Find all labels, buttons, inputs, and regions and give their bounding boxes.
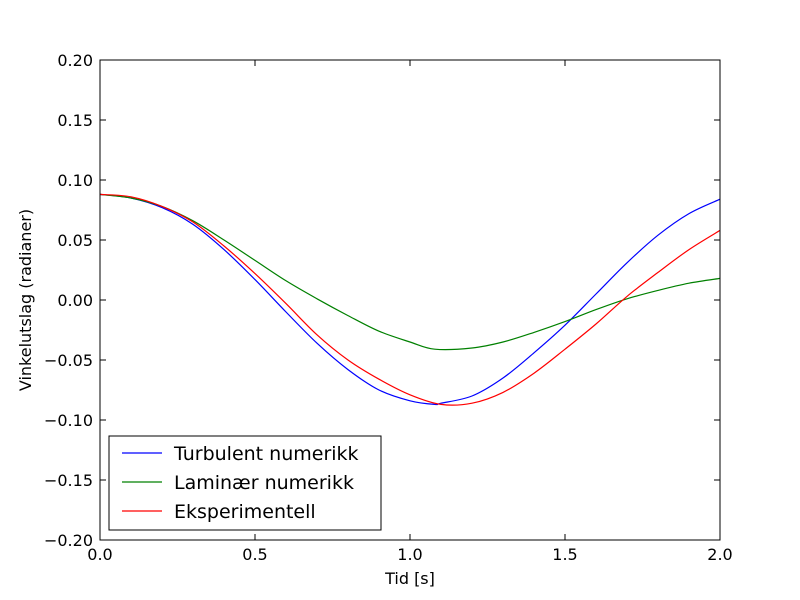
- y-tick-label: −0.10: [44, 411, 93, 430]
- x-tick-label: 0.5: [242, 545, 267, 564]
- y-axis-title: Vinkelutslag (radianer): [16, 209, 35, 391]
- x-tick-label: 1.5: [552, 545, 577, 564]
- legend-label-experimental: Eksperimentell: [174, 501, 316, 523]
- x-axis-title: Tid [s]: [384, 569, 435, 588]
- series-line-experimental: [99, 193, 721, 406]
- series-layer: [99, 193, 721, 406]
- series-line-turbulent: [99, 193, 721, 406]
- y-tick-label: −0.05: [44, 351, 93, 370]
- x-tick-label: 0.0: [87, 545, 112, 564]
- x-tick-label: 2.0: [707, 545, 732, 564]
- x-tick-label: 1.0: [397, 545, 422, 564]
- y-tick-label: 0.15: [57, 111, 93, 130]
- y-tick-label: 0.05: [57, 231, 93, 250]
- y-tick-label: −0.15: [44, 471, 93, 490]
- legend-label-turbulent: Turbulent numerikk: [173, 443, 359, 465]
- y-tick-label: 0.00: [57, 291, 93, 310]
- y-tick-label: 0.10: [57, 171, 93, 190]
- legend-label-laminar: Laminær numerikk: [174, 472, 354, 494]
- series-line-laminar: [99, 193, 721, 351]
- y-tick-label: 0.20: [57, 51, 93, 70]
- tick-layer: 0.0 0.5 1.0 1.5 2.0 −0.20 −0.15 −0.10 −0.05 0.00 0…: [44, 51, 733, 564]
- legend-box: [108, 435, 382, 531]
- y-tick-label: −0.20: [44, 531, 93, 550]
- legend: Turbulent numerikk Laminær numerikk Eksp…: [108, 435, 382, 531]
